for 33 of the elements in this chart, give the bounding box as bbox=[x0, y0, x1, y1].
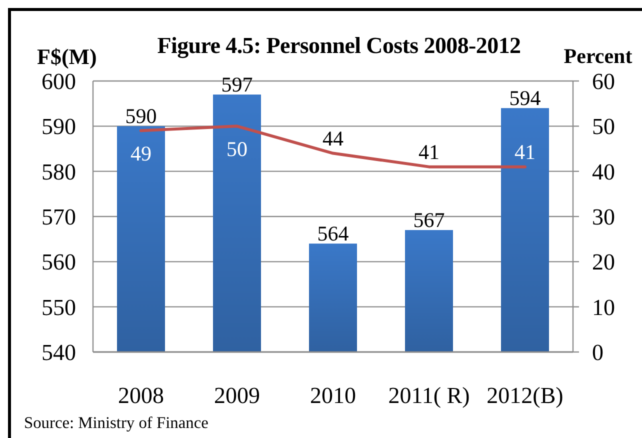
y2-tick-label: 0 bbox=[592, 340, 604, 366]
y2-tick-label: 50 bbox=[592, 114, 615, 140]
x-tick-label: 2009 bbox=[214, 383, 260, 408]
data-label: 44 bbox=[322, 126, 344, 150]
y-tick-label: 580 bbox=[42, 159, 76, 184]
data-label: 50 bbox=[226, 137, 248, 162]
y-axis-title: F$(M) bbox=[37, 44, 97, 69]
y-tick-label: 550 bbox=[42, 294, 76, 320]
chart-title: Figure 4.5: Personnel Costs 2008-2012 bbox=[157, 33, 521, 59]
y2-tick-label: 20 bbox=[592, 250, 615, 275]
data-label: 594 bbox=[509, 86, 542, 110]
y-tick-label: 590 bbox=[42, 114, 76, 140]
data-label: 49 bbox=[130, 142, 152, 166]
x-tick-label: 2010 bbox=[310, 383, 356, 408]
y2-tick-label: 10 bbox=[592, 294, 615, 320]
data-label: 41 bbox=[418, 140, 440, 164]
x-tick-label: 2011( R) bbox=[388, 383, 470, 408]
data-label: 597 bbox=[221, 72, 253, 97]
y-tick-label: 540 bbox=[42, 340, 76, 366]
y2-tick-label: 30 bbox=[592, 204, 615, 230]
data-label: 590 bbox=[125, 104, 157, 128]
data-label: 41 bbox=[514, 140, 536, 164]
y-tick-label: 560 bbox=[42, 250, 76, 275]
y2-axis-title: Percent bbox=[564, 44, 632, 68]
y-tick-label: 570 bbox=[42, 204, 76, 230]
y2-tick-label: 60 bbox=[592, 69, 615, 94]
source-note: Source: Ministry of Finance bbox=[24, 413, 208, 432]
y-tick-label: 600 bbox=[42, 69, 76, 94]
x-tick-label: 2008 bbox=[118, 383, 164, 408]
x-tick-label: 2012(B) bbox=[486, 383, 564, 408]
data-label: 567 bbox=[413, 208, 445, 232]
y2-tick-label: 40 bbox=[592, 159, 615, 184]
data-label: 564 bbox=[317, 222, 350, 246]
